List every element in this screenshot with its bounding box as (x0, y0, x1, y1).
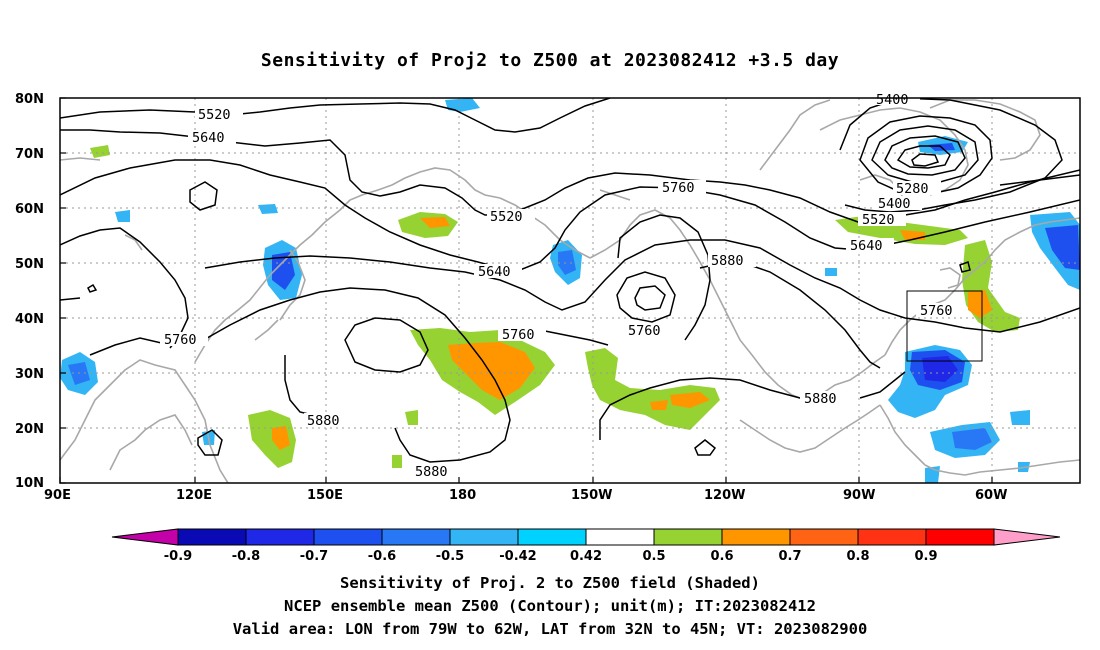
contour-label: 5760 (662, 180, 695, 196)
contour-label: 5520 (198, 107, 231, 123)
colorbar-label: -0.8 (232, 549, 260, 564)
contour-label: 5400 (876, 92, 909, 108)
contour-label: 5880 (711, 253, 744, 269)
contour-label: 5640 (192, 130, 225, 146)
contour-label: 5640 (478, 264, 511, 280)
contour-label: 5760 (502, 327, 535, 343)
contour-label: 5880 (415, 464, 448, 480)
colorbar-segment (517, 528, 587, 546)
contour-label: 5520 (862, 212, 895, 228)
colorbar-label: -0.5 (436, 549, 464, 564)
colorbar-arrow-high (993, 528, 1061, 546)
colorbar-segment (381, 528, 451, 546)
contour-labels: 5400 5520 5640 5760 5880 5280 5520 5640 … (160, 92, 964, 480)
colorbar-label: -0.7 (300, 549, 328, 564)
colorbar-segment (449, 528, 519, 546)
colorbar-segment (653, 528, 723, 546)
footer-line-1: Sensitivity of Proj. 2 to Z500 field (Sh… (340, 574, 760, 592)
lat-label: 50N (15, 257, 44, 272)
footer-line-2: NCEP ensemble mean Z500 (Contour); unit(… (284, 597, 816, 615)
contour-label: 5280 (896, 181, 929, 197)
lat-label: 70N (15, 147, 44, 162)
lon-label: 120W (704, 488, 745, 503)
colorbar-segment (721, 528, 791, 546)
colorbar-label: 0.42 (570, 549, 602, 564)
contour-label: 5760 (164, 332, 197, 348)
valid-area-box (906, 290, 983, 362)
contour-label: 5640 (850, 238, 883, 254)
colorbar-segment (925, 528, 995, 546)
latitude-labels: 80N 70N 60N 50N 40N 30N 20N 10N (15, 92, 44, 491)
contour-label: 5880 (804, 391, 837, 407)
colorbar-segment (789, 528, 859, 546)
colorbar-label: -0.42 (499, 549, 536, 564)
colorbar-arrow-low (111, 528, 179, 546)
axis-ticks (59, 97, 993, 484)
colorbar-label: 0.5 (642, 549, 665, 564)
colorbar-label: 0.6 (710, 549, 733, 564)
lon-label: 60W (975, 488, 1007, 503)
lon-label: 180 (449, 488, 476, 503)
lat-label: 20N (15, 422, 44, 437)
colorbar-label: -0.6 (368, 549, 396, 564)
lon-label: 90W (843, 488, 875, 503)
lon-label: 150E (307, 488, 343, 503)
colorbar-label: -0.9 (164, 549, 192, 564)
lat-label: 10N (15, 476, 44, 491)
lon-label: 120E (176, 488, 212, 503)
contour-label: 5880 (307, 413, 340, 429)
colorbar-label: 0.8 (846, 549, 869, 564)
lat-label: 30N (15, 367, 44, 382)
contour-label: 5760 (920, 303, 953, 319)
lon-label: 90E (44, 488, 71, 503)
colorbar-segment (177, 528, 247, 546)
coastlines (60, 99, 1080, 483)
lat-label: 60N (15, 202, 44, 217)
contour-label: 5760 (628, 323, 661, 339)
colorbar-segment (313, 528, 383, 546)
map-canvas (60, 98, 1080, 483)
sensitivity-shading (60, 98, 1080, 483)
lat-label: 40N (15, 312, 44, 327)
colorbar-label: 0.9 (914, 549, 937, 564)
lat-label: 80N (15, 92, 44, 107)
colorbar-segment (585, 528, 655, 546)
colorbar: -0.9 -0.8 -0.7 -0.6 -0.5 -0.42 0.42 0.5 0.6 0.7 0.… (111, 528, 1061, 564)
contour-label: 5400 (878, 196, 911, 212)
colorbar-label: 0.7 (778, 549, 801, 564)
longitude-labels: 90E 120E 150E 180 150W 120W 90W 60W (44, 488, 1007, 503)
colorbar-segment (245, 528, 315, 546)
map-title: Sensitivity of Proj2 to Z500 at 20230824… (260, 50, 840, 71)
contour-label: 5520 (490, 209, 523, 225)
lon-label: 150W (571, 488, 612, 503)
footer-line-3: Valid area: LON from 79W to 62W, LAT fro… (232, 620, 868, 638)
colorbar-segment (857, 528, 927, 546)
map-frame (59, 97, 1081, 484)
